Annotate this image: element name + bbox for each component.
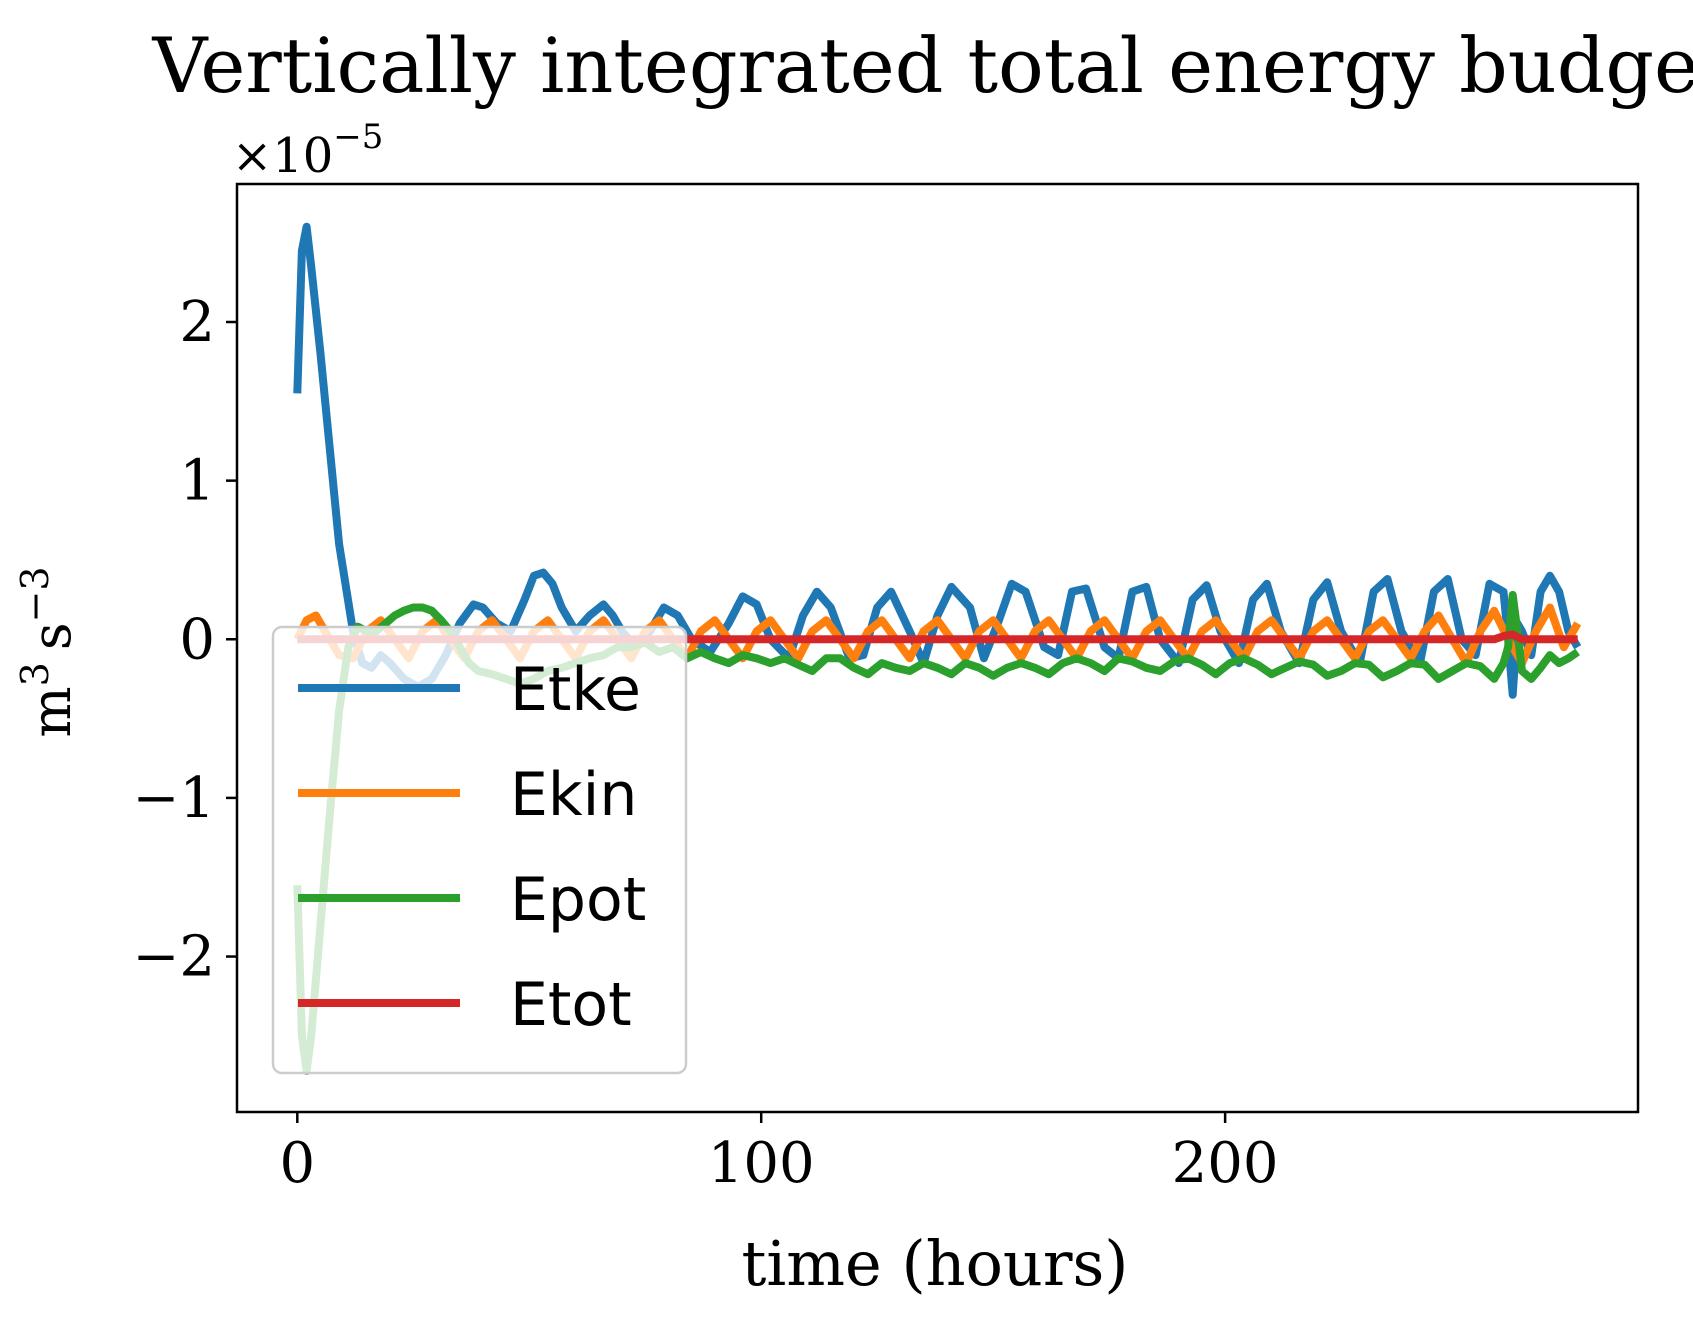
y-scale-factor: ×10−5 xyxy=(232,117,383,184)
y-axis-label: m3 s−3 xyxy=(13,566,83,737)
x-tick-label: 100 xyxy=(708,1131,815,1196)
legend-label-ekin: Ekin xyxy=(510,760,637,830)
y-scale-base: ×10 xyxy=(232,128,333,184)
x-axis-label: time (hours) xyxy=(742,1227,1129,1300)
legend-label-etot: Etot xyxy=(510,970,632,1040)
y-scale-exponent: −5 xyxy=(333,117,383,157)
legend-label-epot: Epot xyxy=(510,865,646,935)
y-tick-label: −1 xyxy=(132,766,215,831)
y-axis-label-exp2: −3 xyxy=(13,566,57,622)
plot-area-frame xyxy=(235,182,1640,1114)
y-axis-label-exp1: 3 xyxy=(13,662,57,686)
y-tick-label: 1 xyxy=(179,449,215,514)
legend-box xyxy=(271,625,688,1075)
chart-title: Vertically integrated total energy budge… xyxy=(151,21,1693,110)
y-tick-label: 0 xyxy=(179,607,215,672)
legend: Etke Ekin Epot Etot xyxy=(271,625,688,1075)
y-axis-label-base: m xyxy=(20,686,83,737)
x-tick-label: 0 xyxy=(279,1131,315,1196)
axis-ticks: 0 100 200 −2 −1 0 1 2 xyxy=(132,290,1278,1196)
x-tick-label: 200 xyxy=(1172,1131,1279,1196)
legend-label-etke: Etke xyxy=(510,655,641,725)
y-axis-label-unit2: s xyxy=(20,622,83,650)
y-tick-label: −2 xyxy=(132,925,215,990)
y-tick-label: 2 xyxy=(179,290,215,355)
